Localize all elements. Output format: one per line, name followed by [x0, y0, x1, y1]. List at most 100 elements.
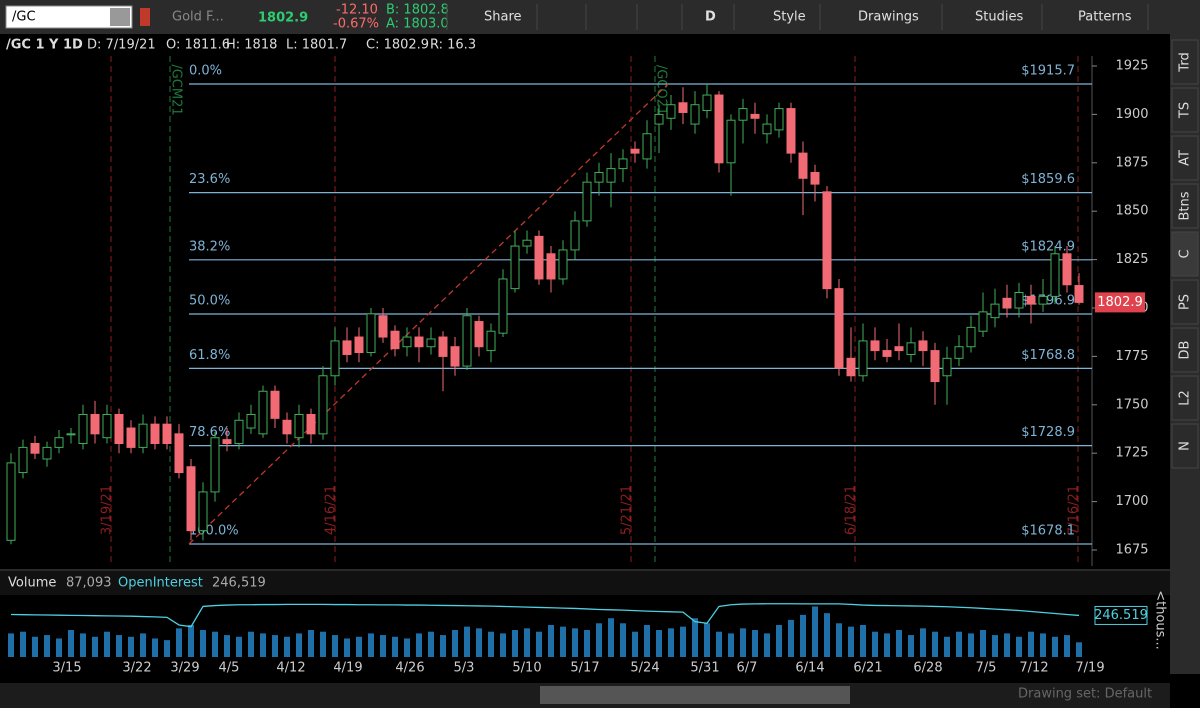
candle-body — [522, 239, 532, 247]
volume-bar — [848, 626, 854, 657]
sidebar-tab[interactable] — [1171, 39, 1199, 85]
y-tick-label: 1900 — [1115, 107, 1148, 122]
volume-bar — [200, 630, 206, 657]
sidebar-tab[interactable] — [1171, 87, 1199, 133]
scroll-thumb[interactable] — [540, 686, 850, 704]
symbol-box[interactable] — [5, 5, 133, 29]
volume-bar — [800, 614, 806, 657]
toolbar-button[interactable]: Patterns — [1078, 10, 1132, 25]
toolbar-button[interactable]: D — [705, 10, 716, 25]
volume-bar — [596, 623, 602, 657]
label: -12.10 — [336, 3, 378, 18]
sidebar-tab[interactable] — [1171, 135, 1199, 181]
volume-bar — [656, 630, 662, 657]
candle-body — [66, 433, 76, 436]
volume-bar — [140, 633, 146, 657]
toolbar-button[interactable]: Share — [484, 10, 522, 25]
label: B: 1802.8 — [386, 3, 449, 18]
candle-body — [102, 413, 112, 439]
symbol-dropdown[interactable] — [110, 8, 130, 26]
fib-price: $1824.9 — [1021, 239, 1075, 254]
candle-body — [846, 357, 856, 377]
sidebar-tab[interactable] — [1171, 183, 1199, 229]
volume-bar — [32, 636, 38, 657]
volume-bar — [632, 631, 638, 657]
volume-bar — [728, 633, 734, 657]
sidebar-tab[interactable] — [1171, 423, 1199, 469]
volume-bar — [188, 624, 194, 657]
candle-body — [330, 340, 340, 377]
fib-percent: 0.0% — [189, 64, 222, 79]
sidebar-tab[interactable] — [1171, 279, 1199, 325]
volume-bar — [368, 633, 374, 657]
sidebar-tab[interactable] — [1171, 231, 1199, 277]
toolbar-button[interactable]: Style — [773, 10, 806, 25]
label: -0.67% — [333, 17, 379, 32]
candle-body — [786, 108, 796, 154]
candle-body — [822, 191, 832, 290]
expiry-label: 3/19/21 — [100, 485, 115, 535]
volume-bar — [476, 628, 482, 657]
candle-body — [750, 113, 760, 119]
volume-bar — [80, 633, 86, 657]
volume-bar — [788, 619, 794, 657]
candle-body — [858, 340, 868, 377]
volume-bar — [152, 638, 158, 657]
candle-body — [354, 336, 364, 354]
volume-bar — [212, 631, 218, 657]
candle-body — [1026, 295, 1036, 305]
volume-bar — [956, 631, 962, 657]
candle-body — [702, 94, 712, 112]
expiry-label: 6/18/21 — [844, 485, 859, 535]
sidebar-tab[interactable] — [1171, 327, 1199, 373]
toolbar — [0, 0, 1200, 34]
volume-bar — [356, 636, 362, 657]
fib-price: $1768.8 — [1021, 348, 1075, 363]
candle-body — [270, 390, 280, 419]
y-tick-label: 1775 — [1115, 349, 1148, 364]
candle-body — [690, 104, 700, 125]
candle-body — [294, 413, 304, 439]
drawing-set: Drawing set: Default — [1018, 687, 1152, 702]
volume-bar — [1004, 633, 1010, 657]
oi-value: 246,519 — [212, 576, 266, 591]
last-price-box — [1095, 292, 1145, 313]
x-tick-label: 3/29 — [170, 661, 199, 676]
oi-axis-box — [1094, 605, 1148, 625]
fib-percent: 50.0% — [189, 294, 230, 309]
volume-bar — [404, 638, 410, 657]
fib-price: $1859.6 — [1021, 172, 1075, 187]
candle-body — [882, 350, 892, 357]
volume-bar — [992, 635, 998, 657]
candle-body — [426, 338, 436, 348]
unit-label: <thous... — [1153, 590, 1168, 650]
candle-body — [54, 437, 64, 448]
toolbar-button[interactable]: Studies — [975, 10, 1023, 25]
sidebar-tab[interactable] — [1171, 375, 1199, 421]
x-tick-label: 4/26 — [395, 661, 424, 676]
candle-body — [966, 326, 976, 348]
link-icon[interactable] — [140, 8, 150, 26]
header-field: R: 16.3 — [430, 38, 476, 53]
x-tick-label: 6/21 — [853, 661, 882, 676]
volume-bar — [1052, 636, 1058, 657]
volume-bar — [332, 635, 338, 657]
fib-percent: 61.8% — [189, 348, 230, 363]
volume-bar — [440, 635, 446, 657]
volume-bar — [944, 636, 950, 657]
y-tick-label: 1825 — [1115, 252, 1148, 267]
candle-body — [546, 253, 556, 280]
candle-body — [894, 346, 904, 352]
volume-bar — [320, 631, 326, 657]
candle-body — [990, 303, 1000, 319]
candle-body — [534, 235, 544, 280]
candle-body — [282, 419, 292, 435]
candle-body — [558, 249, 568, 280]
volume-bar — [392, 636, 398, 657]
candle-body — [258, 390, 268, 435]
candle-body — [1062, 253, 1072, 286]
toolbar-button[interactable]: Drawings — [858, 10, 919, 25]
header-field: D: 7/19/21 — [87, 38, 156, 53]
header-field: L: 1801.7 — [286, 38, 347, 53]
volume-bar — [236, 636, 242, 657]
